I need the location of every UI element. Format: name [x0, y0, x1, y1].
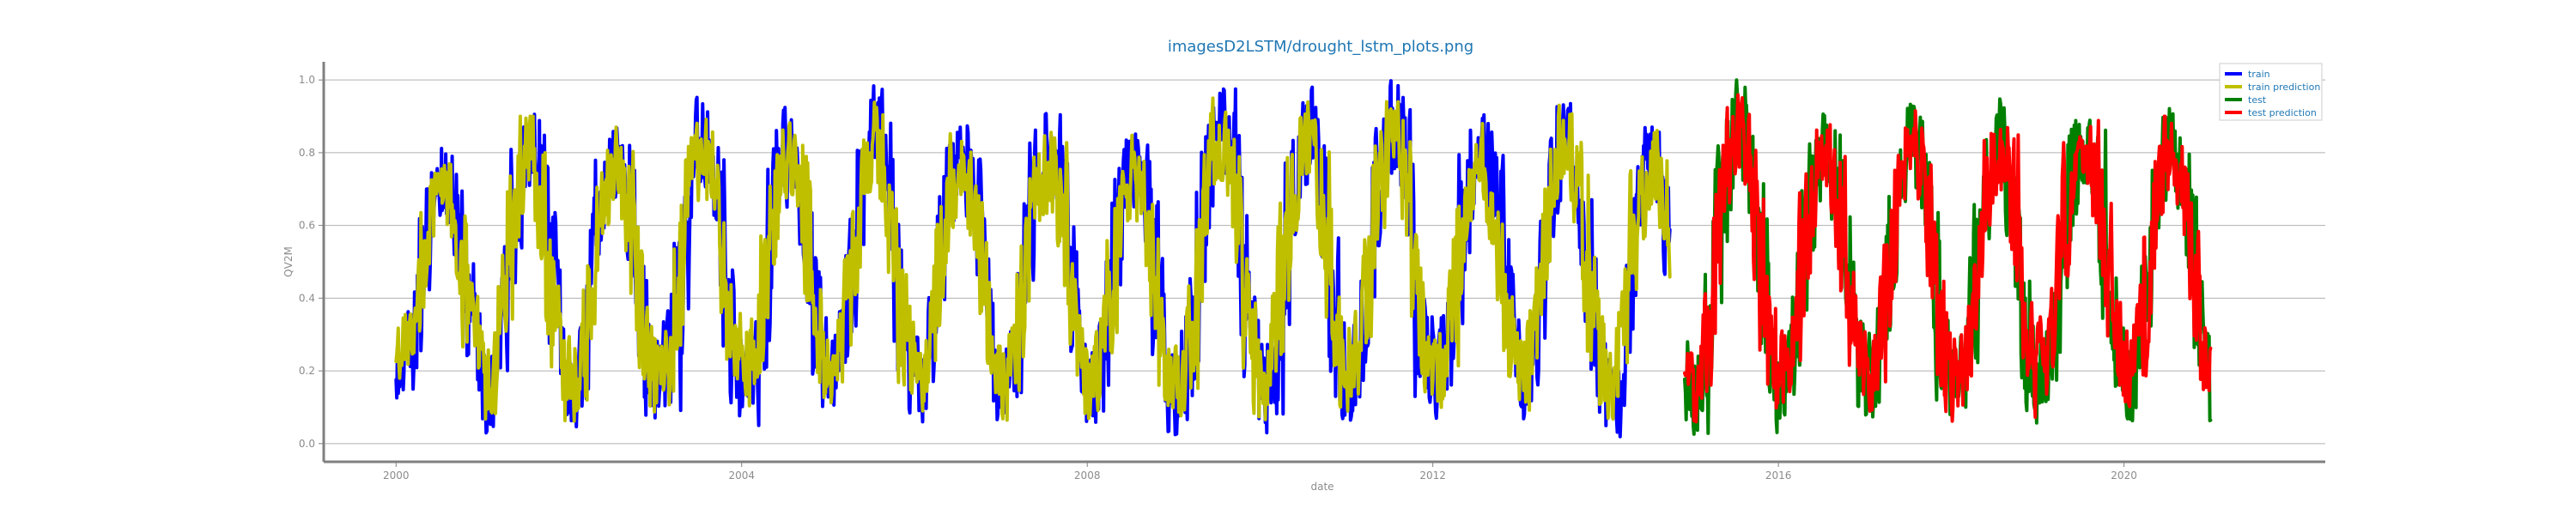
series-layer: [394, 78, 2213, 439]
y-tick-label: 0.2: [299, 365, 315, 377]
x-axis-label: date: [1310, 481, 1334, 493]
y-tick-label: 1.0: [299, 74, 315, 86]
legend-label: train: [2248, 69, 2270, 80]
chart-title: imagesD2LSTM/drought_lstm_plots.png: [1168, 38, 1473, 56]
y-tick-label: 0.4: [299, 292, 315, 304]
x-tick-label: 2004: [728, 470, 755, 482]
x-tick-label: 2012: [1419, 470, 1446, 482]
legend-label: test prediction: [2248, 107, 2317, 118]
legend-label: test: [2248, 94, 2267, 106]
y-tick-label: 0.8: [299, 147, 315, 159]
y-tick-label: 0.6: [299, 220, 315, 232]
y-tick-label: 0.0: [299, 438, 315, 450]
x-tick-label: 2000: [383, 470, 410, 482]
y-axis-label: QV2M: [283, 246, 295, 277]
x-tick-label: 2016: [1765, 470, 1792, 482]
legend-label: train prediction: [2248, 82, 2320, 93]
x-ticks: 2000 2004 2008 2012 2016 2020: [383, 462, 2137, 482]
series-line-test-prediction: [1683, 93, 2213, 424]
series-line-train-prediction: [394, 96, 1672, 423]
x-tick-label: 2020: [2111, 470, 2137, 482]
y-ticks: 0.0 0.2 0.4 0.6 0.8 1.0: [299, 74, 324, 450]
x-tick-label: 2008: [1074, 470, 1101, 482]
